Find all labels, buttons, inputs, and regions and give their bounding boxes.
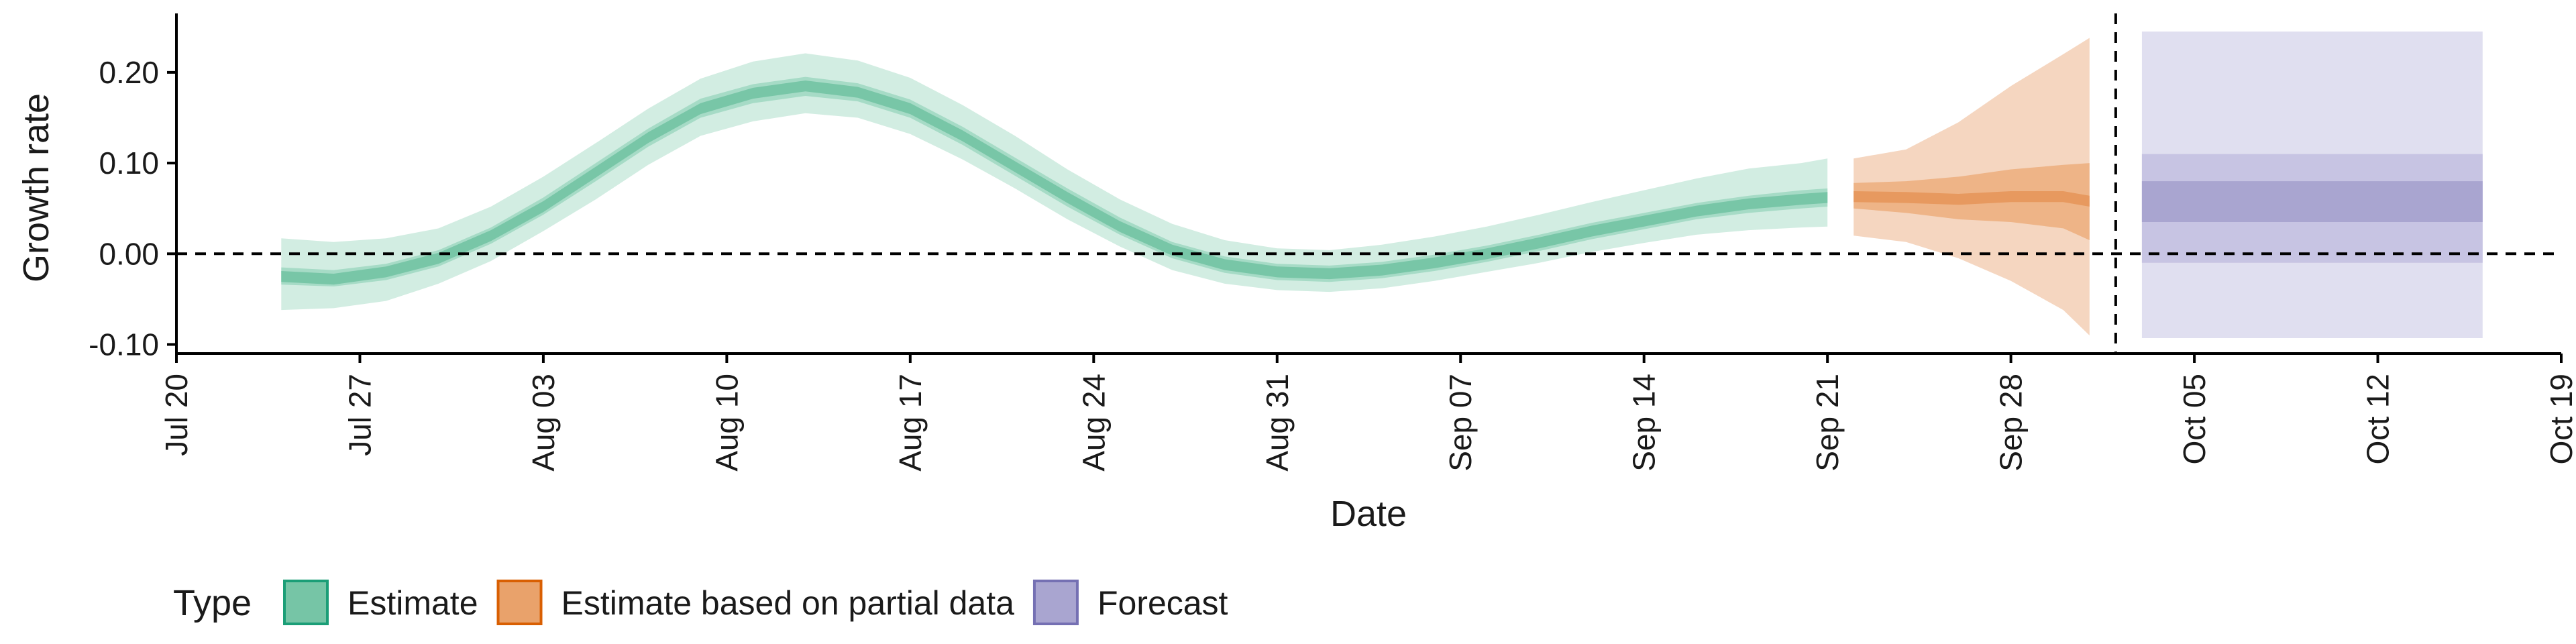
- legend-entry: Estimate based on partial data: [496, 580, 1015, 625]
- y-tick-label: 0.20: [99, 55, 159, 90]
- legend-swatch: [1032, 580, 1079, 625]
- x-axis-ticks: Jul 20 Jul 27 Aug 03 Aug 10 Aug 17 Aug 24 Aug …: [159, 354, 2576, 472]
- uncertainty-bands: [281, 32, 2483, 338]
- legend-title: Type: [173, 583, 252, 623]
- x-tick-label: Oct 19: [2544, 374, 2576, 465]
- estimate-based-on-partial-data-median-band: [1854, 191, 2090, 207]
- estimate-median-band: [281, 80, 1828, 285]
- axes: -0.10 0.00 0.10 0.20 Jul 20 Jul 27 Aug 03 Aug …: [16, 13, 2576, 534]
- legend-label: Estimate: [347, 584, 478, 622]
- y-axis-title: Growth rate: [16, 93, 56, 282]
- legend-swatch: [496, 580, 543, 625]
- reference-lines: [176, 13, 2561, 354]
- x-tick-label: Sep 28: [1994, 374, 2029, 472]
- legend-entry: Forecast: [1032, 580, 1228, 625]
- legend: Type Estimate Estimate based on partial d…: [173, 580, 1228, 625]
- x-tick-label: Jul 20: [159, 374, 194, 456]
- y-tick-label: -0.10: [89, 327, 159, 362]
- legend-entries: Estimate Estimate based on partial data Fo…: [283, 580, 1228, 625]
- x-tick-label: Aug 17: [893, 374, 928, 472]
- x-tick-label: Oct 12: [2361, 374, 2396, 465]
- y-tick-label: 0.00: [99, 236, 159, 271]
- x-tick-label: Oct 05: [2177, 374, 2212, 465]
- legend-label: Estimate based on partial data: [561, 584, 1015, 622]
- forecast-50-band: [2141, 181, 2483, 222]
- legend-entry: Estimate: [283, 580, 478, 625]
- legend-label: Forecast: [1097, 584, 1228, 622]
- y-tick-label: 0.10: [99, 146, 159, 180]
- x-tick-label: Sep 07: [1443, 374, 1478, 472]
- x-tick-label: Sep 21: [1810, 374, 1845, 472]
- x-tick-label: Sep 14: [1627, 374, 1662, 472]
- x-tick-label: Jul 27: [342, 374, 377, 456]
- legend-swatch: [283, 580, 329, 625]
- x-tick-label: Aug 10: [709, 374, 744, 472]
- y-axis-ticks: -0.10 0.00 0.10 0.20: [89, 55, 176, 362]
- x-tick-label: Aug 31: [1260, 374, 1295, 472]
- x-axis-title: Date: [1330, 494, 1407, 534]
- x-tick-label: Aug 24: [1076, 374, 1111, 472]
- x-tick-label: Aug 03: [526, 374, 561, 472]
